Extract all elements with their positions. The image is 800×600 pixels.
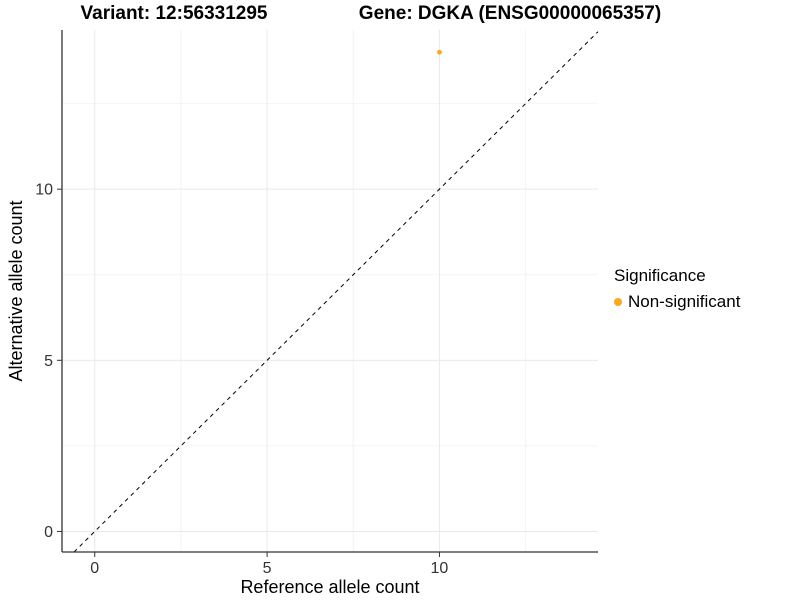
legend-item-label: Non-significant: [628, 292, 741, 311]
plot-layers: 0 5 10 0 5 10: [35, 30, 599, 577]
y-tick-label: 10: [35, 182, 53, 199]
x-tick-label: 0: [90, 560, 99, 577]
x-tick-label: 10: [431, 560, 449, 577]
x-axis-title: Reference allele count: [240, 577, 419, 597]
y-tick-label: 5: [44, 353, 53, 370]
legend-title: Significance: [614, 266, 706, 285]
variant-title: Variant: 12:56331295: [80, 3, 268, 24]
y-axis-title: Alternative allele count: [6, 200, 26, 381]
diagonal-reference-line: [73, 31, 599, 553]
x-tick-label: 5: [263, 560, 272, 577]
data-point: [437, 49, 442, 55]
y-tick-label: 0: [44, 524, 53, 541]
legend-item: Non-significant: [614, 292, 740, 312]
legend-point-icon: [614, 298, 622, 306]
legend: Significance Non-significant: [614, 266, 740, 312]
gene-title: Gene: DGKA (ENSG00000065357): [358, 3, 662, 24]
